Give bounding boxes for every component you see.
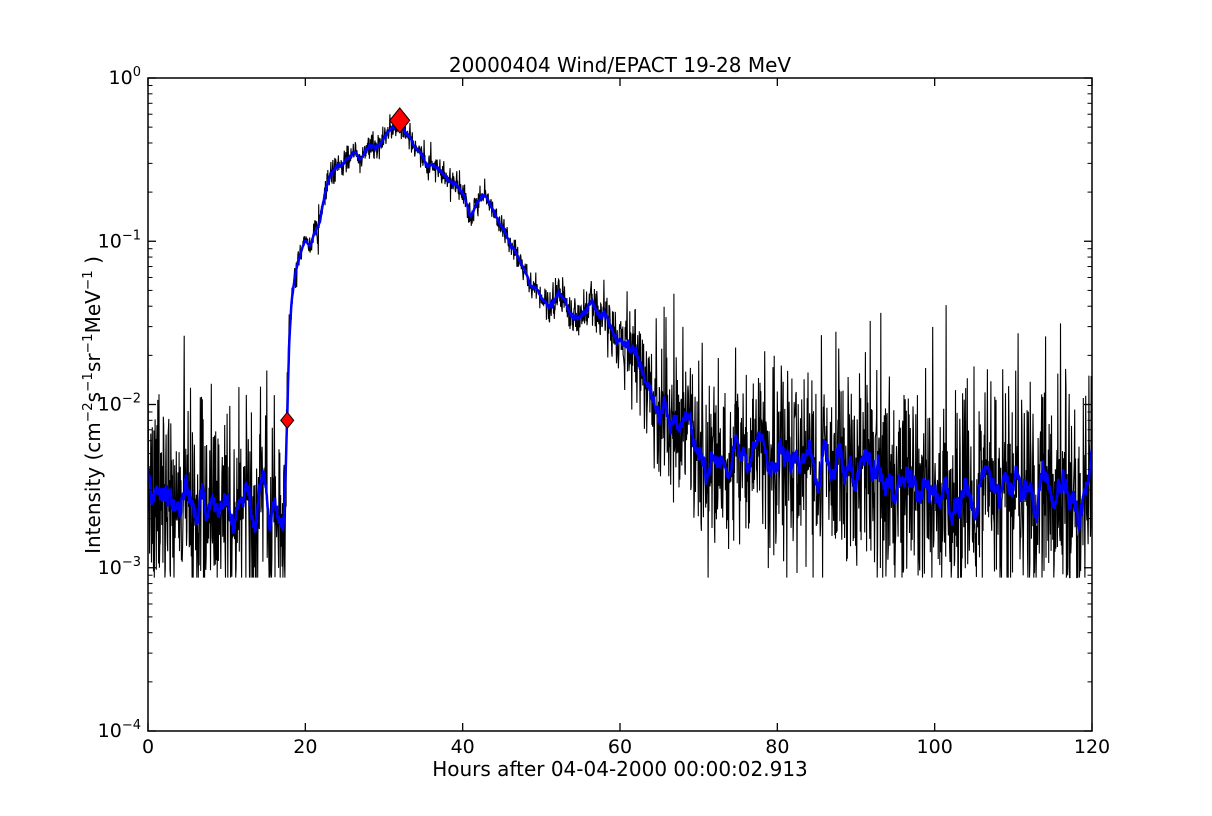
x-axis-label: Hours after 04-04-2000 00:00:02.913 — [432, 757, 808, 781]
y-tick-label: 10−4 — [98, 718, 141, 742]
x-tick-label: 120 — [1074, 736, 1110, 758]
y-tick-label: 10−3 — [98, 555, 141, 579]
x-tick-label: 80 — [765, 736, 789, 758]
y-tick-label: 100 — [109, 65, 141, 89]
peak-marker — [389, 107, 411, 134]
x-tick-labels: 0 20 40 60 80 100 120 — [142, 736, 1110, 758]
y-minor-ticks — [148, 84, 1092, 683]
event-markers — [280, 107, 411, 430]
raw-intensity-series — [148, 111, 1092, 579]
axes-frame — [147, 77, 1093, 732]
smoothed-intensity-series — [148, 120, 1092, 534]
y-tick-label: 10−1 — [98, 228, 141, 252]
y-axis-label: Intensity (cm−2s−1sr−1MeV−1 ) — [80, 256, 105, 554]
x-tick-label: 100 — [917, 736, 953, 758]
x-tick-label: 40 — [451, 736, 475, 758]
x-tick-label: 0 — [142, 736, 154, 758]
y-tick-label: 10−2 — [98, 392, 141, 416]
y-tick-labels: 100 10−1 10−2 10−3 10−4 — [98, 65, 141, 742]
x-tick-label: 60 — [608, 736, 632, 758]
x-tick-label: 20 — [293, 736, 317, 758]
x-major-ticks — [147, 78, 1093, 731]
figure-title: 20000404 Wind/EPACT 19-28 MeV — [449, 53, 791, 77]
onset-marker — [280, 411, 295, 430]
y-major-ticks — [148, 77, 1092, 732]
